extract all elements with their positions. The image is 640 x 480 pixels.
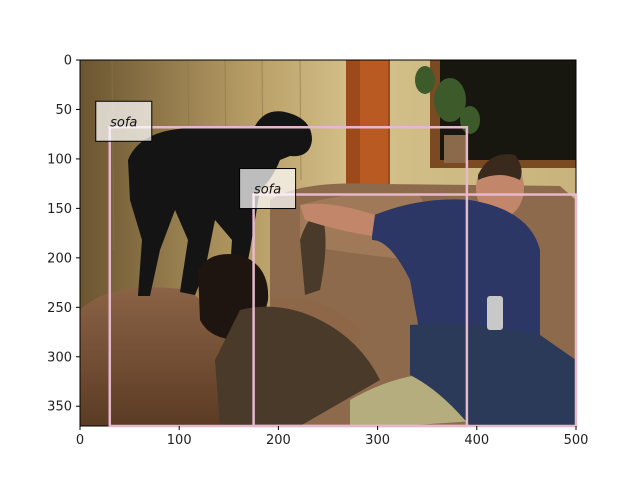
y-tick-label: 250 [47,301,72,316]
detection-label-box [95,100,153,142]
detection-box [252,193,578,428]
detection-label: sofa [110,115,137,130]
x-tick-label: 300 [365,433,390,448]
sofa-front [80,287,240,426]
man-hair [478,154,522,180]
plant [415,66,480,163]
woman-arm [300,214,326,295]
y-axis: 0 50 100 150 200 250 300 350 [47,54,80,415]
x-tick-label: 500 [564,433,589,448]
can [487,296,503,330]
y-tick-label: 100 [47,152,72,167]
man-arm [300,203,375,236]
detection-label: sofa [254,183,281,198]
x-tick-label: 100 [167,433,192,448]
photo [80,60,576,426]
detection-label-box [239,168,297,210]
y-tick-label: 200 [47,251,72,266]
dog [128,111,312,300]
y-tick-label: 50 [55,103,72,118]
door-frame-inner [360,60,388,190]
x-tick-label: 0 [76,433,84,448]
y-tick-label: 150 [47,202,72,217]
y-tick-label: 350 [47,400,72,415]
x-tick-label: 400 [464,433,489,448]
y-tick-label: 300 [47,350,72,365]
man-jeans [410,323,576,426]
detections: sofa sofa [95,100,578,428]
x-tick-label: 200 [266,433,291,448]
woman-body [215,306,380,426]
x-axis: 0 100 200 300 400 500 [76,426,589,448]
y-tick-label: 0 [64,54,72,69]
